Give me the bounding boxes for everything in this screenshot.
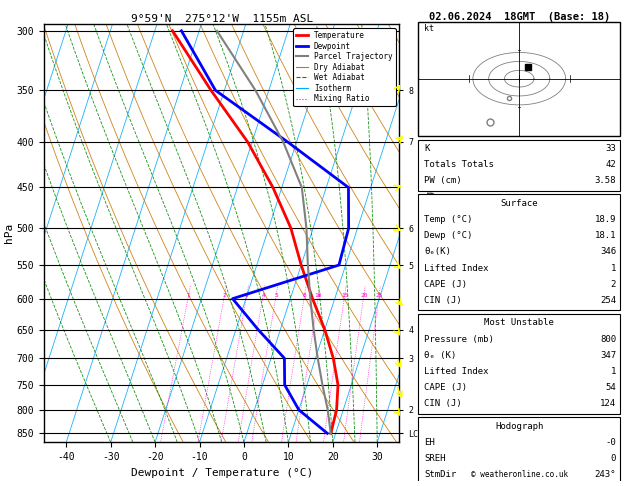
Text: kt: kt xyxy=(425,24,435,33)
Bar xyxy=(418,314,620,414)
Text: Lifted Index: Lifted Index xyxy=(425,367,489,376)
Text: 346: 346 xyxy=(600,247,616,257)
Text: 800: 800 xyxy=(600,334,616,344)
Text: 1: 1 xyxy=(187,293,191,298)
Text: 54: 54 xyxy=(606,383,616,392)
Text: 18.9: 18.9 xyxy=(594,215,616,224)
Text: Surface: Surface xyxy=(501,199,538,208)
Title: 9°59'N  275°12'W  1155m ASL: 9°59'N 275°12'W 1155m ASL xyxy=(131,14,313,23)
Legend: Temperature, Dewpoint, Parcel Trajectory, Dry Adiabat, Wet Adiabat, Isotherm, Mi: Temperature, Dewpoint, Parcel Trajectory… xyxy=(293,28,396,106)
Text: 02.06.2024  18GMT  (Base: 18): 02.06.2024 18GMT (Base: 18) xyxy=(428,12,610,22)
Text: SREH: SREH xyxy=(425,454,446,463)
Text: 254: 254 xyxy=(600,296,616,305)
Text: Pressure (mb): Pressure (mb) xyxy=(425,334,494,344)
Text: CIN (J): CIN (J) xyxy=(425,296,462,305)
Text: © weatheronline.co.uk: © weatheronline.co.uk xyxy=(470,470,568,479)
X-axis label: Dewpoint / Temperature (°C): Dewpoint / Temperature (°C) xyxy=(131,468,313,478)
Y-axis label: Mixing Ratio (g/kg): Mixing Ratio (g/kg) xyxy=(426,186,435,281)
Text: 3.58: 3.58 xyxy=(594,176,616,186)
Text: 2: 2 xyxy=(611,280,616,289)
Text: 10: 10 xyxy=(314,293,322,298)
Text: Dewp (°C): Dewp (°C) xyxy=(425,231,473,240)
Text: θₑ(K): θₑ(K) xyxy=(425,247,451,257)
Text: 243°: 243° xyxy=(594,470,616,479)
Text: θₑ (K): θₑ (K) xyxy=(425,351,457,360)
Text: Lifted Index: Lifted Index xyxy=(425,263,489,273)
Text: 33: 33 xyxy=(606,144,616,153)
Text: 1: 1 xyxy=(611,367,616,376)
Text: 3: 3 xyxy=(245,293,248,298)
Text: K: K xyxy=(425,144,430,153)
Text: 18.1: 18.1 xyxy=(594,231,616,240)
Text: 0: 0 xyxy=(611,454,616,463)
Bar xyxy=(418,417,620,486)
Text: Most Unstable: Most Unstable xyxy=(484,318,554,328)
Text: Totals Totals: Totals Totals xyxy=(425,160,494,169)
Text: 4: 4 xyxy=(261,293,265,298)
Bar xyxy=(418,194,620,310)
Text: 20: 20 xyxy=(360,293,367,298)
Bar xyxy=(418,139,620,191)
Y-axis label: hPa: hPa xyxy=(4,223,14,243)
Text: 2: 2 xyxy=(223,293,226,298)
Text: PW (cm): PW (cm) xyxy=(425,176,462,186)
Text: 42: 42 xyxy=(606,160,616,169)
Text: -0: -0 xyxy=(606,438,616,447)
Text: StmDir: StmDir xyxy=(425,470,457,479)
Text: 5: 5 xyxy=(274,293,278,298)
Text: 25: 25 xyxy=(376,293,383,298)
Text: 347: 347 xyxy=(600,351,616,360)
Text: CIN (J): CIN (J) xyxy=(425,399,462,408)
Bar xyxy=(418,21,620,136)
Text: 15: 15 xyxy=(341,293,348,298)
Text: CAPE (J): CAPE (J) xyxy=(425,280,467,289)
Text: 8: 8 xyxy=(303,293,306,298)
Text: EH: EH xyxy=(425,438,435,447)
Text: CAPE (J): CAPE (J) xyxy=(425,383,467,392)
Text: Temp (°C): Temp (°C) xyxy=(425,215,473,224)
Text: Hodograph: Hodograph xyxy=(495,422,543,431)
Text: 1: 1 xyxy=(611,263,616,273)
Text: 124: 124 xyxy=(600,399,616,408)
